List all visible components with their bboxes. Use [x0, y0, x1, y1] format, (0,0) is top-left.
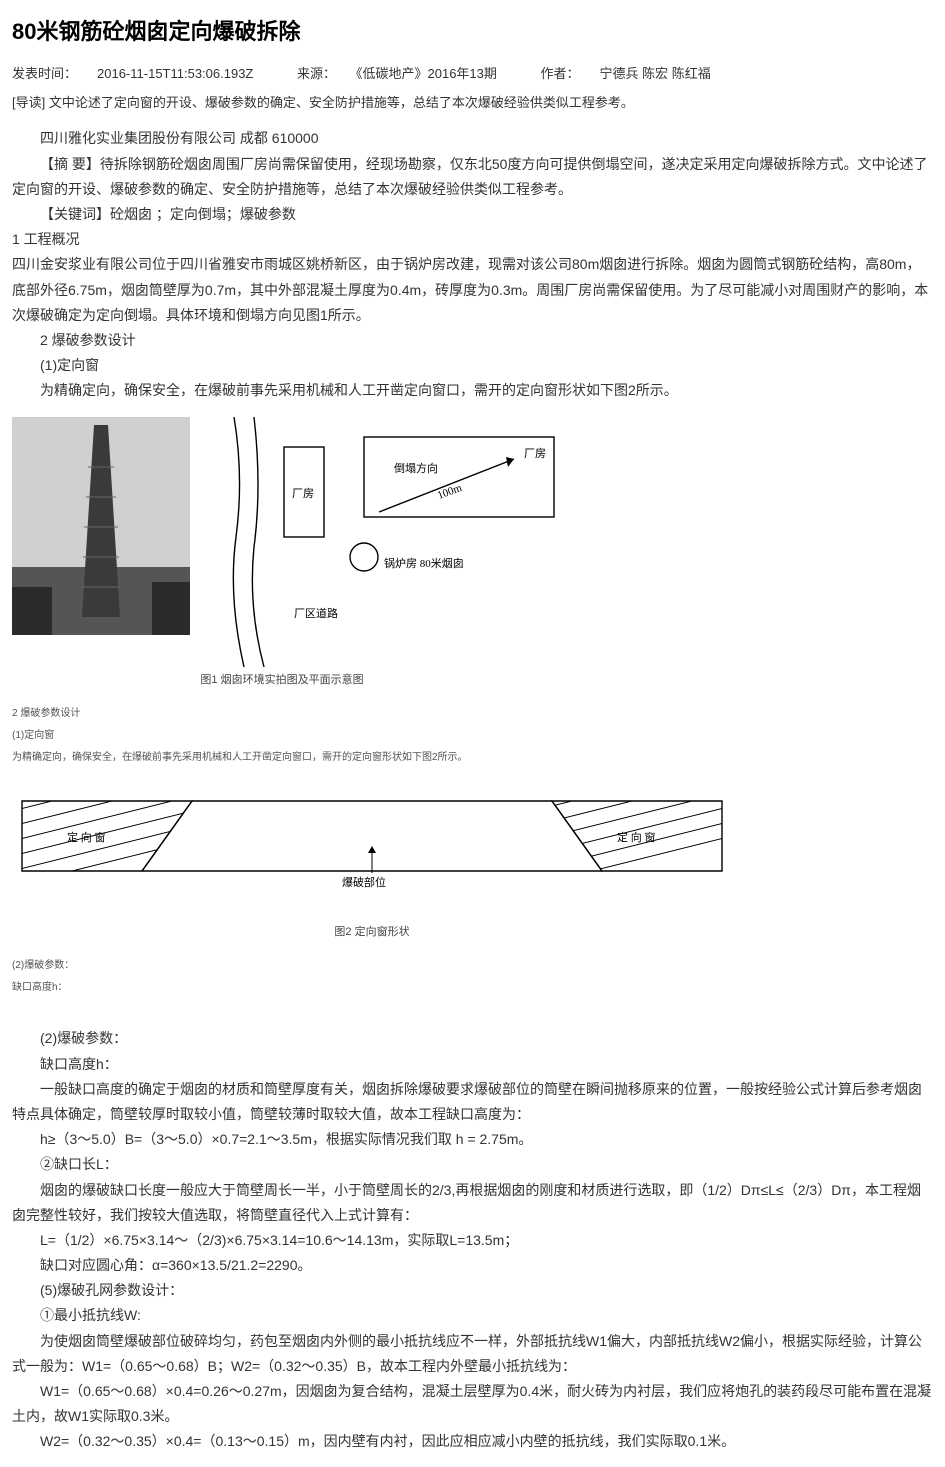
para-overview: 四川金安浆业有限公司位于四川省雅安市雨城区姚桥新区，由于锅炉房改建，现需对该公司…	[12, 252, 933, 328]
figure-1-caption: 图1 烟囱环境实拍图及平面示意图	[12, 671, 552, 691]
chimney-photo	[12, 417, 190, 635]
label-daota: 倒塌方向	[394, 461, 438, 475]
small-section-2: 2 爆破参数设计	[12, 705, 933, 723]
label-changfang-right: 厂房	[524, 447, 546, 460]
figure-2-caption: 图2 定向窗形状	[12, 923, 732, 943]
w1-calc: W1=（0.65～0.68）×0.4=0.26～0.27m，因烟囱为复合结构，混…	[12, 1379, 933, 1429]
article-meta: 发表时间：2016-11-15T11:53:06.193Z 来源：《低碳地产》2…	[12, 62, 933, 85]
small-para-window: 为精确定向，确保安全，在爆破前事先采用机械和人工开凿定向窗口，需开的定向窗形状如…	[12, 749, 933, 767]
source: 来源：《低碳地产》2016年13期	[297, 66, 517, 81]
small-sub-2-2: (2)爆破参数：	[12, 957, 933, 975]
gap-height-calc: h≥（3～5.0）B=（3～5.0）×0.7=2.1～3.5m，根据实际情况我们…	[12, 1127, 933, 1152]
gap-length-calc: L=（1/2）×6.75×3.14～（2/3)×6.75×3.14=10.6～1…	[12, 1228, 933, 1253]
min-resist-desc: 为使烟囱筒壁爆破部位破碎均匀，药包至烟囱内外侧的最小抵抗线应不一样，外部抵抗线W…	[12, 1329, 933, 1379]
keywords: 【关键词】砼烟囱 ；定向倒塌；爆破参数	[12, 202, 933, 227]
plan-diagram: 厂房 厂房 倒塌方向 100m 锅炉房 80米烟囱 厂区道路	[214, 417, 574, 667]
label-changfang-left: 厂房	[292, 487, 314, 500]
label-dxc-right: 定 向 窗	[617, 830, 656, 844]
sub-2-5: (5)爆破孔网参数设计：	[12, 1278, 933, 1303]
angle-calc: 缺口对应圆心角：α=360×13.5/21.2=2290。	[12, 1253, 933, 1278]
sub-2-2: (2)爆破参数：	[12, 1026, 933, 1051]
small-h-label: 缺口高度h：	[12, 979, 933, 997]
gap-length-desc: 烟囱的爆破缺口长度一般应大于筒壁周长一半，小于筒壁周长的2/3,再根据烟囱的刚度…	[12, 1178, 933, 1228]
min-resist-label: ①最小抵抗线W:	[12, 1303, 933, 1328]
publish-time: 发表时间：2016-11-15T11:53:06.193Z	[12, 66, 273, 81]
para-window: 为精确定向，确保安全，在爆破前事先采用机械和人工开凿定向窗口，需开的定向窗形状如…	[12, 378, 933, 403]
affiliation: 四川雅化实业集团股份有限公司 成都 610000	[12, 126, 933, 151]
lead-text: [导读] 文中论述了定向窗的开设、爆破参数的确定、安全防护措施等，总结了本次爆破…	[12, 91, 933, 114]
label-daolu: 厂区道路	[294, 606, 338, 620]
page-title: 80米钢筋砼烟囱定向爆破拆除	[12, 12, 933, 52]
subheading-2-1: (1)定向窗	[12, 353, 933, 378]
label-baopo: 爆破部位	[342, 875, 386, 889]
window-shape-diagram: 定 向 窗 定 向 窗 爆破部位	[12, 781, 732, 911]
gap-height-label: 缺口高度h：	[12, 1052, 933, 1077]
section-heading-1: 1 工程概况	[12, 227, 933, 252]
w2-calc: W2=（0.32～0.35）×0.4=（0.13～0.15）m，因内壁有内衬，因…	[12, 1429, 933, 1454]
authors: 作者：宁德兵 陈宏 陈红福	[541, 66, 731, 81]
gap-height-desc: 一般缺口高度的确定于烟囱的材质和筒壁厚度有关，烟囱拆除爆破要求爆破部位的筒壁在瞬…	[12, 1077, 933, 1127]
label-guolu: 锅炉房 80米烟囱	[384, 556, 464, 570]
small-sub-2-1: (1)定向窗	[12, 727, 933, 745]
label-distance: 100m	[436, 482, 464, 502]
figure-2-group: 定 向 窗 定 向 窗 爆破部位 图2 定向窗形状	[12, 781, 933, 943]
section-heading-2: 2 爆破参数设计	[12, 328, 933, 353]
figure-1-group: 厂房 厂房 倒塌方向 100m 锅炉房 80米烟囱 厂区道路 图1 烟囱环境实拍…	[12, 417, 933, 691]
abstract: 【摘 要】待拆除钢筋砼烟囱周围厂房尚需保留使用，经现场勘察，仅东北50度方向可提…	[12, 152, 933, 202]
label-dxc-left: 定 向 窗	[67, 830, 106, 844]
gap-length-label: ②缺口长L：	[12, 1152, 933, 1177]
